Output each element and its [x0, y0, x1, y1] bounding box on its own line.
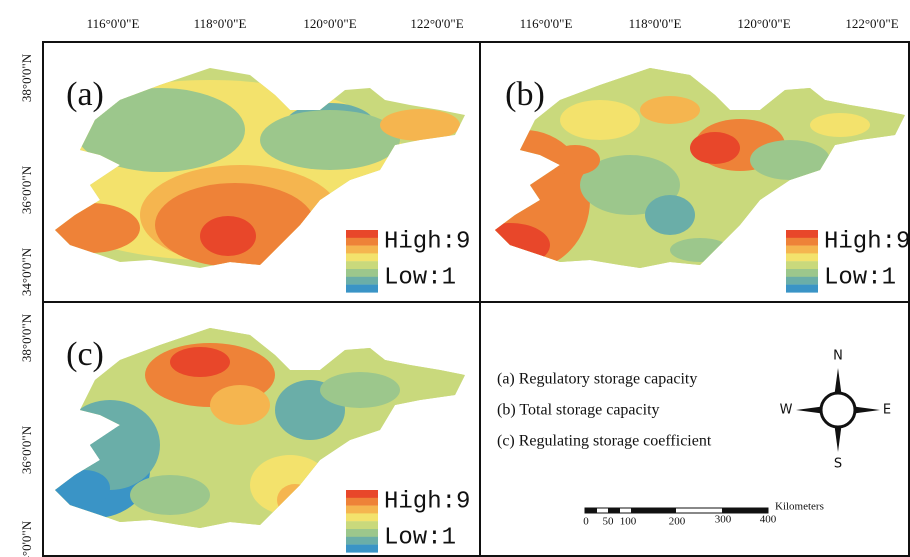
legend-ramp	[786, 285, 818, 293]
scale-tick: 0	[583, 516, 589, 528]
legend-ramp	[346, 506, 378, 514]
value-zone	[40, 203, 140, 253]
compass-e: E	[883, 403, 891, 418]
legend-ramp	[786, 230, 818, 238]
legend-high: High:9	[824, 228, 910, 255]
legend-ramp	[786, 277, 818, 285]
legend-ramp	[346, 529, 378, 537]
lon-label: 122°0'0"E	[845, 16, 898, 31]
legend-item: (a) Regulatory storage capacity	[497, 371, 697, 388]
legend-ramp	[346, 490, 378, 498]
value-zone	[670, 238, 730, 262]
value-zone	[690, 132, 740, 164]
lat-label: 34°0'0"N	[19, 247, 34, 296]
value-zone	[750, 140, 830, 180]
value-zone	[645, 195, 695, 235]
lat-label: 38°0'0"N	[19, 313, 34, 362]
map-figure: (a) High:9 Low:1 (b) High:9 Low:1 (c) High:9 Low…	[0, 0, 910, 557]
lat-label: 36°0'0"N	[19, 165, 34, 214]
value-zone	[170, 347, 230, 377]
panel-label: (c)	[66, 336, 104, 373]
value-zone	[277, 484, 313, 516]
compass-n: N	[833, 349, 843, 364]
value-zone	[810, 113, 870, 137]
legend-ramp	[346, 246, 378, 254]
lon-label: 122°0'0"E	[410, 16, 463, 31]
value-zone	[550, 145, 600, 175]
value-zone	[260, 110, 400, 170]
panel-label: (b)	[505, 76, 545, 113]
legend-ramp	[346, 277, 378, 285]
legend-ramp	[346, 498, 378, 506]
legend-ramp	[346, 261, 378, 269]
legend-ramp	[786, 261, 818, 269]
lon-label: 116°0'0"E	[520, 16, 573, 31]
legend-ramp	[346, 513, 378, 521]
scale-tick: 50	[603, 516, 615, 528]
legend-ramp	[346, 238, 378, 246]
legend-low: Low:1	[824, 264, 896, 291]
lat-label: 34°0'0"N	[19, 520, 34, 557]
legend-ramp	[786, 269, 818, 277]
scale-tick: 300	[715, 514, 732, 526]
lon-label: 118°0'0"E	[194, 16, 247, 31]
value-zone	[320, 372, 400, 408]
legend-high: High:9	[384, 488, 470, 515]
lat-label: 36°0'0"N	[19, 425, 34, 474]
lon-label: 116°0'0"E	[87, 16, 140, 31]
value-zone	[640, 96, 700, 124]
legend-low: Low:1	[384, 524, 456, 551]
lon-label: 118°0'0"E	[629, 16, 682, 31]
legend-low: Low:1	[384, 264, 456, 291]
scale-tick: 400	[760, 514, 777, 526]
legend-ramp	[346, 545, 378, 553]
legend-ramp	[786, 253, 818, 261]
legend-ramp	[346, 253, 378, 261]
value-zone	[60, 470, 110, 506]
value-zone	[470, 223, 550, 267]
value-zone	[130, 475, 210, 515]
lon-label: 120°0'0"E	[737, 16, 790, 31]
map-panel: (b) High:9 Low:1	[450, 50, 910, 293]
scale-unit: Kilometers	[775, 501, 824, 513]
value-zone	[560, 100, 640, 140]
scale-tick: 200	[669, 516, 686, 528]
compass: N S W E	[780, 349, 892, 472]
legend-high: High:9	[384, 228, 470, 255]
lat-label: 38°0'0"N	[19, 53, 34, 102]
legend-ramp	[786, 238, 818, 246]
legend-ramp	[346, 269, 378, 277]
panel-label: (a)	[66, 76, 104, 113]
legend-box: (a) Regulatory storage capacity (b) Tota…	[497, 371, 712, 450]
value-zone	[200, 216, 256, 256]
value-zone	[380, 109, 460, 141]
map-panel: (c) High:9 Low:1	[10, 310, 490, 553]
legend-ramp	[346, 230, 378, 238]
legend-ramp	[786, 246, 818, 254]
legend-ramp	[346, 285, 378, 293]
value-zone	[210, 385, 270, 425]
compass-s: S	[834, 457, 842, 472]
scale-bar: Kilometers 0 50 100 200 300 400	[583, 501, 824, 528]
legend-item: (b) Total storage capacity	[497, 402, 660, 419]
scale-tick: 100	[620, 516, 637, 528]
compass-w: W	[780, 403, 793, 418]
legend-ramp	[346, 537, 378, 545]
lon-label: 120°0'0"E	[303, 16, 356, 31]
legend-item: (c) Regulating storage coefficient	[497, 433, 712, 450]
legend-ramp	[346, 521, 378, 529]
map-panel: (a) High:9 Low:1	[10, 68, 470, 293]
